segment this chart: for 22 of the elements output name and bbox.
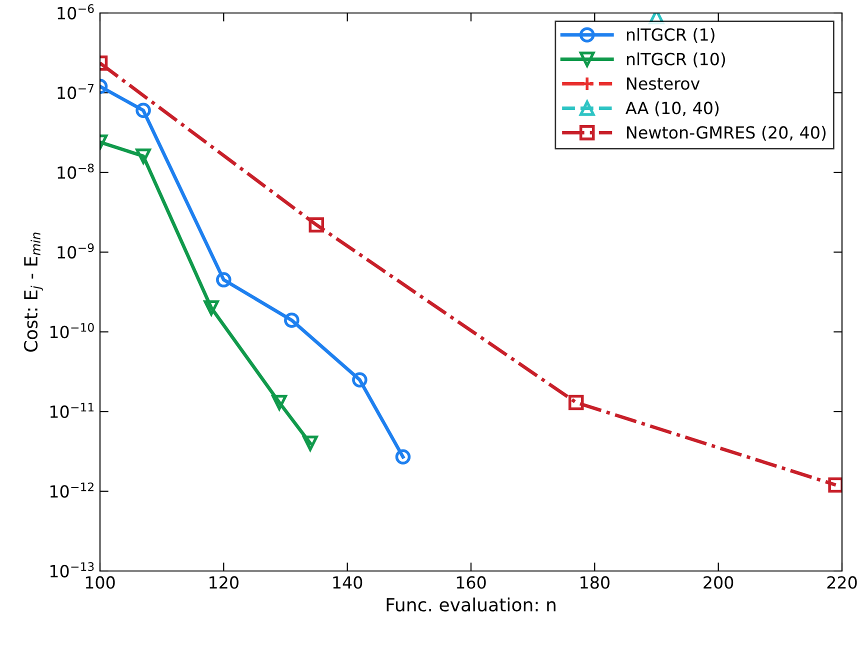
legend-label: nlTGCR (1) — [626, 28, 714, 43]
x-tick-label: 220 — [827, 576, 857, 589]
x-axis-title: Func. evaluation: n — [386, 598, 556, 612]
x-tick-label: 200 — [704, 576, 734, 589]
legend-label: Nesterov — [627, 77, 700, 90]
y-tick-label: 10$^{−13}$ — [50, 562, 94, 578]
y-tick-label: 10$^{−7}$ — [58, 84, 94, 100]
legend-label: AA (10, 40) — [626, 101, 719, 116]
y-tick-label: 10$^{−12}$ — [50, 482, 94, 498]
y-tick-label: 10$^{−9}$ — [58, 243, 94, 259]
x-tick-label: 180 — [580, 576, 610, 589]
x-tick-label: 100 — [86, 576, 115, 589]
y-tick-label: 10$^{−10}$ — [50, 323, 94, 338]
x-tick-label: 120 — [210, 576, 238, 589]
y-tick-label: 10$^{−6}$ — [58, 4, 94, 20]
y-axis-title: Cost: E$_{j}$ - E$_{min}$ — [24, 232, 43, 352]
x-tick-label: 140 — [333, 576, 362, 589]
x-tick-label: 160 — [456, 576, 486, 589]
y-tick-label: 10$^{−11}$ — [50, 402, 94, 418]
legend-label: Newton-GMRES (20, 40) — [627, 126, 826, 141]
y-tick-label: 10$^{−8}$ — [58, 164, 94, 179]
legend-label: nlTGCR (10) — [626, 52, 726, 68]
